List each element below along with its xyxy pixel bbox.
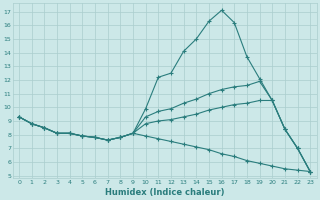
X-axis label: Humidex (Indice chaleur): Humidex (Indice chaleur) [105,188,224,197]
